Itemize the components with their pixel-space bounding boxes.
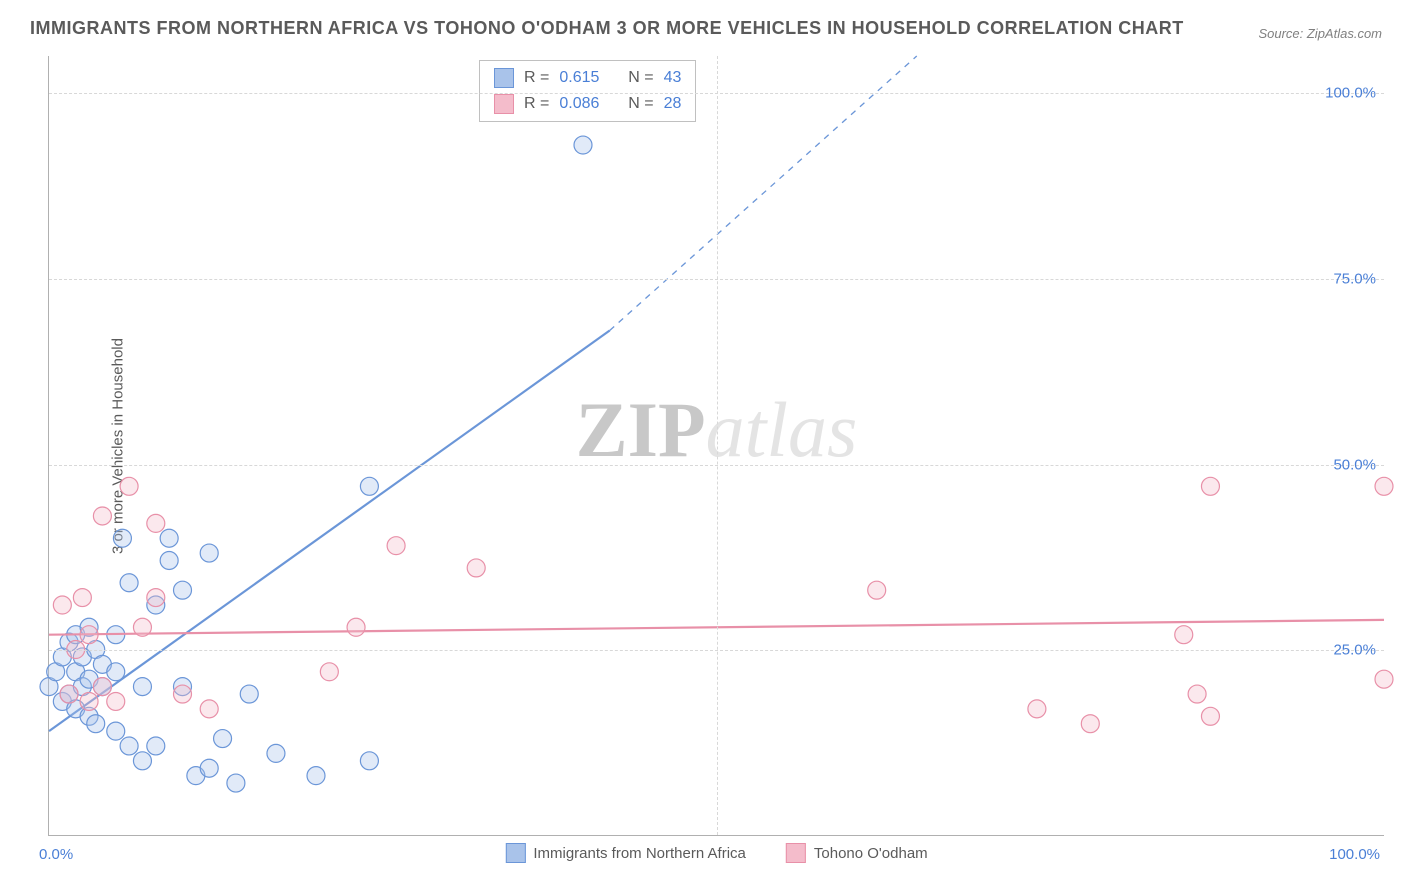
legend-swatch-pink bbox=[494, 94, 514, 114]
legend-swatch-pink bbox=[786, 843, 806, 863]
data-point bbox=[1375, 477, 1393, 495]
data-point bbox=[120, 737, 138, 755]
source-attribution: Source: ZipAtlas.com bbox=[1258, 26, 1382, 41]
data-point bbox=[320, 663, 338, 681]
data-point bbox=[267, 744, 285, 762]
data-point bbox=[174, 685, 192, 703]
r-label: R = bbox=[524, 91, 549, 117]
data-point bbox=[73, 589, 91, 607]
data-point bbox=[53, 596, 71, 614]
legend-item-1: Immigrants from Northern Africa bbox=[505, 843, 746, 863]
legend-label: Tohono O'odham bbox=[814, 845, 928, 862]
legend-item-2: Tohono O'odham bbox=[786, 843, 928, 863]
y-tick-label: 100.0% bbox=[1325, 85, 1376, 102]
data-point bbox=[133, 618, 151, 636]
r-value: 0.615 bbox=[559, 65, 599, 91]
data-point bbox=[387, 537, 405, 555]
data-point bbox=[200, 700, 218, 718]
data-point bbox=[133, 678, 151, 696]
data-point bbox=[1201, 707, 1219, 725]
n-value: 43 bbox=[664, 65, 682, 91]
legend-swatch-blue bbox=[505, 843, 525, 863]
data-point bbox=[1081, 715, 1099, 733]
n-label: N = bbox=[628, 65, 653, 91]
y-tick-label: 50.0% bbox=[1333, 456, 1376, 473]
data-point bbox=[214, 730, 232, 748]
data-point bbox=[347, 618, 365, 636]
x-tick-max: 100.0% bbox=[1329, 846, 1380, 863]
series-legend: Immigrants from Northern Africa Tohono O… bbox=[505, 843, 927, 863]
data-point bbox=[107, 692, 125, 710]
data-point bbox=[1375, 670, 1393, 688]
data-point bbox=[160, 552, 178, 570]
legend-swatch-blue bbox=[494, 68, 514, 88]
data-point bbox=[87, 715, 105, 733]
y-tick-label: 25.0% bbox=[1333, 642, 1376, 659]
data-point bbox=[107, 722, 125, 740]
data-point bbox=[574, 136, 592, 154]
data-point bbox=[160, 529, 178, 547]
data-point bbox=[360, 752, 378, 770]
correlation-legend: R = 0.615 N = 43 R = 0.086 N = 28 bbox=[479, 60, 696, 122]
data-point bbox=[360, 477, 378, 495]
data-point bbox=[174, 581, 192, 599]
n-value: 28 bbox=[664, 91, 682, 117]
data-point bbox=[147, 514, 165, 532]
data-point bbox=[467, 559, 485, 577]
r-label: R = bbox=[524, 65, 549, 91]
data-point bbox=[307, 767, 325, 785]
legend-row-series-1: R = 0.615 N = 43 bbox=[494, 65, 681, 91]
y-tick-label: 75.0% bbox=[1333, 270, 1376, 287]
r-value: 0.086 bbox=[559, 91, 599, 117]
legend-row-series-2: R = 0.086 N = 28 bbox=[494, 91, 681, 117]
data-point bbox=[107, 663, 125, 681]
data-point bbox=[1028, 700, 1046, 718]
data-point bbox=[80, 692, 98, 710]
data-point bbox=[133, 752, 151, 770]
data-point bbox=[113, 529, 131, 547]
data-point bbox=[200, 544, 218, 562]
data-point bbox=[147, 737, 165, 755]
data-point bbox=[120, 574, 138, 592]
data-point bbox=[60, 685, 78, 703]
data-point bbox=[93, 678, 111, 696]
data-point bbox=[240, 685, 258, 703]
grid-line-v bbox=[717, 56, 718, 835]
x-tick-min: 0.0% bbox=[39, 846, 73, 863]
n-label: N = bbox=[628, 91, 653, 117]
data-point bbox=[1201, 477, 1219, 495]
data-point bbox=[147, 589, 165, 607]
data-point bbox=[120, 477, 138, 495]
data-point bbox=[868, 581, 886, 599]
chart-title: IMMIGRANTS FROM NORTHERN AFRICA VS TOHON… bbox=[30, 18, 1184, 39]
data-point bbox=[1188, 685, 1206, 703]
data-point bbox=[200, 759, 218, 777]
data-point bbox=[1175, 626, 1193, 644]
data-point bbox=[227, 774, 245, 792]
data-point bbox=[80, 626, 98, 644]
legend-label: Immigrants from Northern Africa bbox=[533, 845, 746, 862]
plot-area: ZIPatlas R = 0.615 N = 43 R = 0.086 N = … bbox=[48, 56, 1384, 836]
data-point bbox=[93, 507, 111, 525]
